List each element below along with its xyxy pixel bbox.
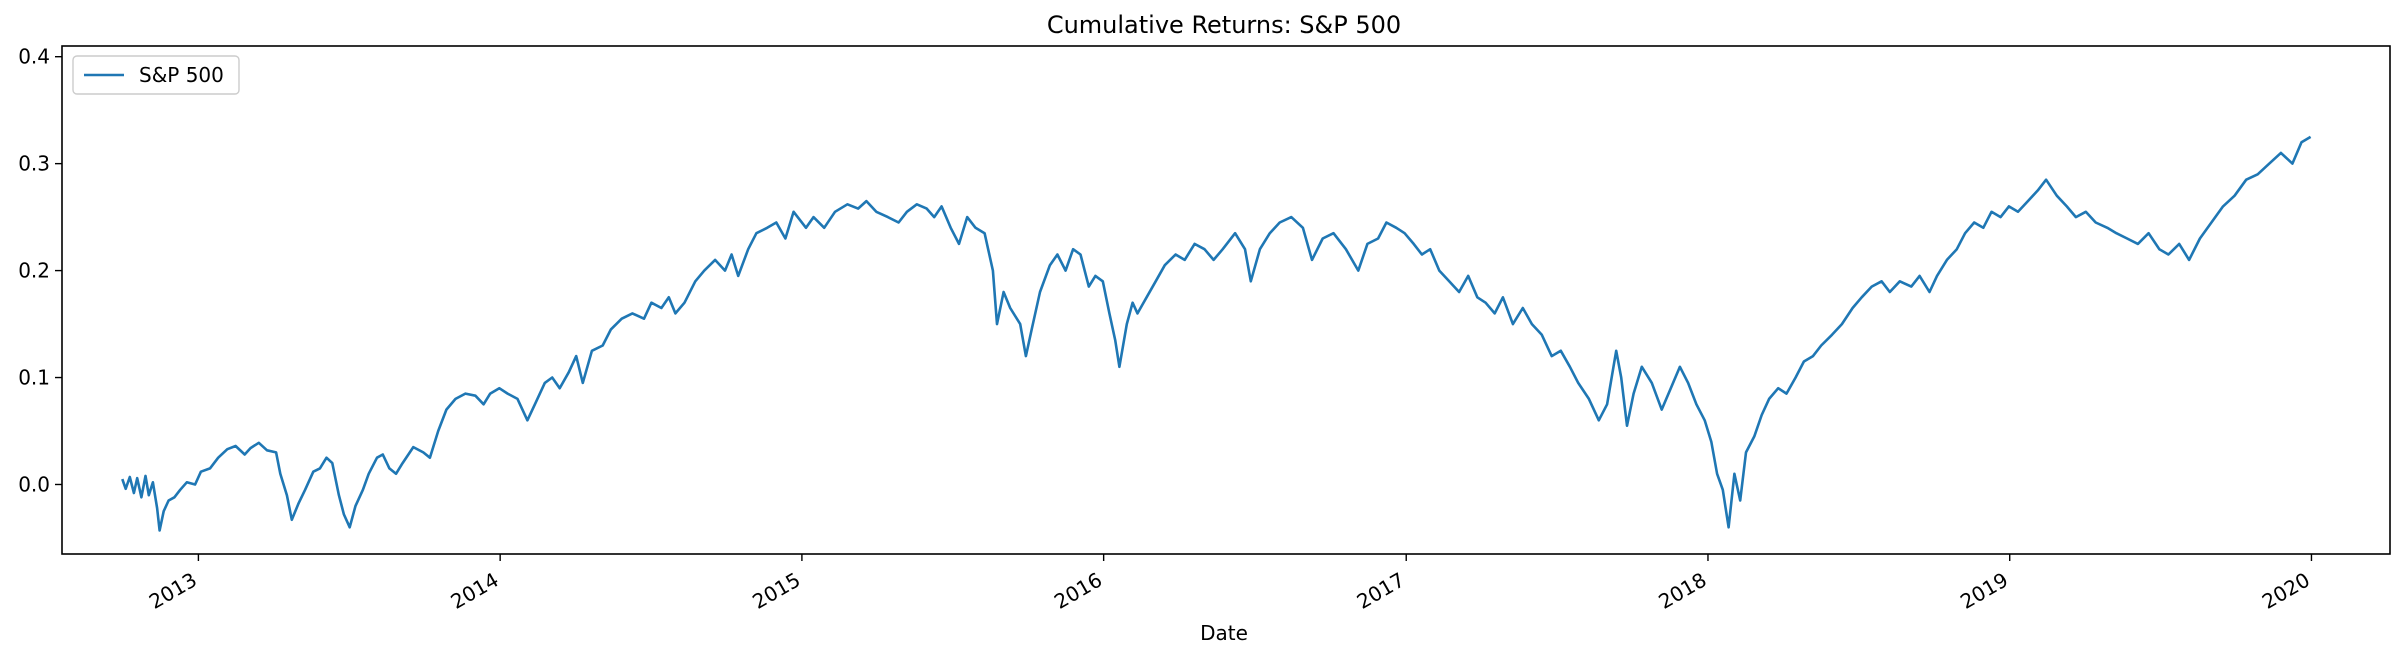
y-tick-label: 0.4 [18,45,50,69]
legend-box [72,55,240,95]
series-layer [121,135,2312,532]
x-axis-label: Date [1200,621,1248,645]
chart-title: Cumulative Returns: S&P 500 [1047,11,1401,39]
y-tick-label: 0.3 [18,152,50,176]
legend: S&P 500 [72,55,240,95]
y-axis: 0.0 0.1 0.2 0.3 0.4 [18,45,62,496]
y-tick-label: 0.2 [18,259,50,283]
y-tick-label: 0.1 [18,366,50,390]
legend-label-sp500: S&P 500 [139,63,224,87]
plot-area [61,45,2391,555]
series-line-sp500 [121,135,2312,532]
y-tick-label: 0.0 [18,472,50,496]
